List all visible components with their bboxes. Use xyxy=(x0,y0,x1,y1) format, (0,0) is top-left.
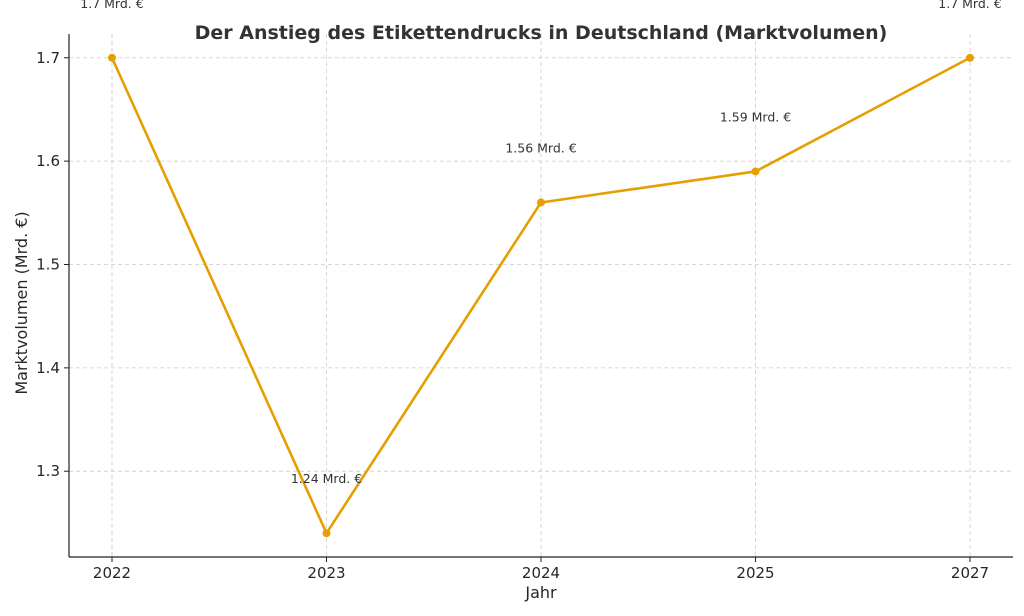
x-axis-label: Jahr xyxy=(524,583,557,602)
data-labels-layer: 1.7 Mrd. € 1.24 Mrd. € 1.56 Mrd. € 1.59 Mrd… xyxy=(80,0,1001,486)
grid-layer xyxy=(69,34,1013,557)
y-tick-label: 1.5 xyxy=(36,255,60,273)
data-label: 1.7 Mrd. € xyxy=(938,0,1001,11)
series-layer xyxy=(108,53,974,538)
y-tick-label: 1.4 xyxy=(36,359,60,377)
data-label: 1.7 Mrd. € xyxy=(80,0,143,11)
data-point xyxy=(537,198,545,207)
y-tick-label: 1.6 xyxy=(36,152,60,170)
x-tick-label: 2022 xyxy=(93,564,131,582)
x-tick-label: 2024 xyxy=(522,564,560,582)
y-tick-label: 1.3 xyxy=(36,462,60,480)
y-axis-label: Marktvolumen (Mrd. €) xyxy=(12,211,31,394)
data-label: 1.59 Mrd. € xyxy=(720,109,791,124)
x-tick-label: 2023 xyxy=(307,564,345,582)
data-point xyxy=(751,167,760,176)
chart-title: Der Anstieg des Etikettendrucks in Deuts… xyxy=(195,22,888,44)
x-tick-label: 2025 xyxy=(736,564,774,582)
y-tick-label: 1.7 xyxy=(36,49,60,67)
data-point xyxy=(108,53,116,62)
data-label: 1.56 Mrd. € xyxy=(505,140,576,155)
ticks-layer: 1.3 1.4 1.5 1.6 1.7 2022 2023 2024 2025 2027 xyxy=(36,49,989,582)
data-label: 1.24 Mrd. € xyxy=(291,471,362,486)
data-point xyxy=(322,529,331,538)
x-tick-label: 2027 xyxy=(951,564,989,582)
data-point xyxy=(966,53,974,62)
